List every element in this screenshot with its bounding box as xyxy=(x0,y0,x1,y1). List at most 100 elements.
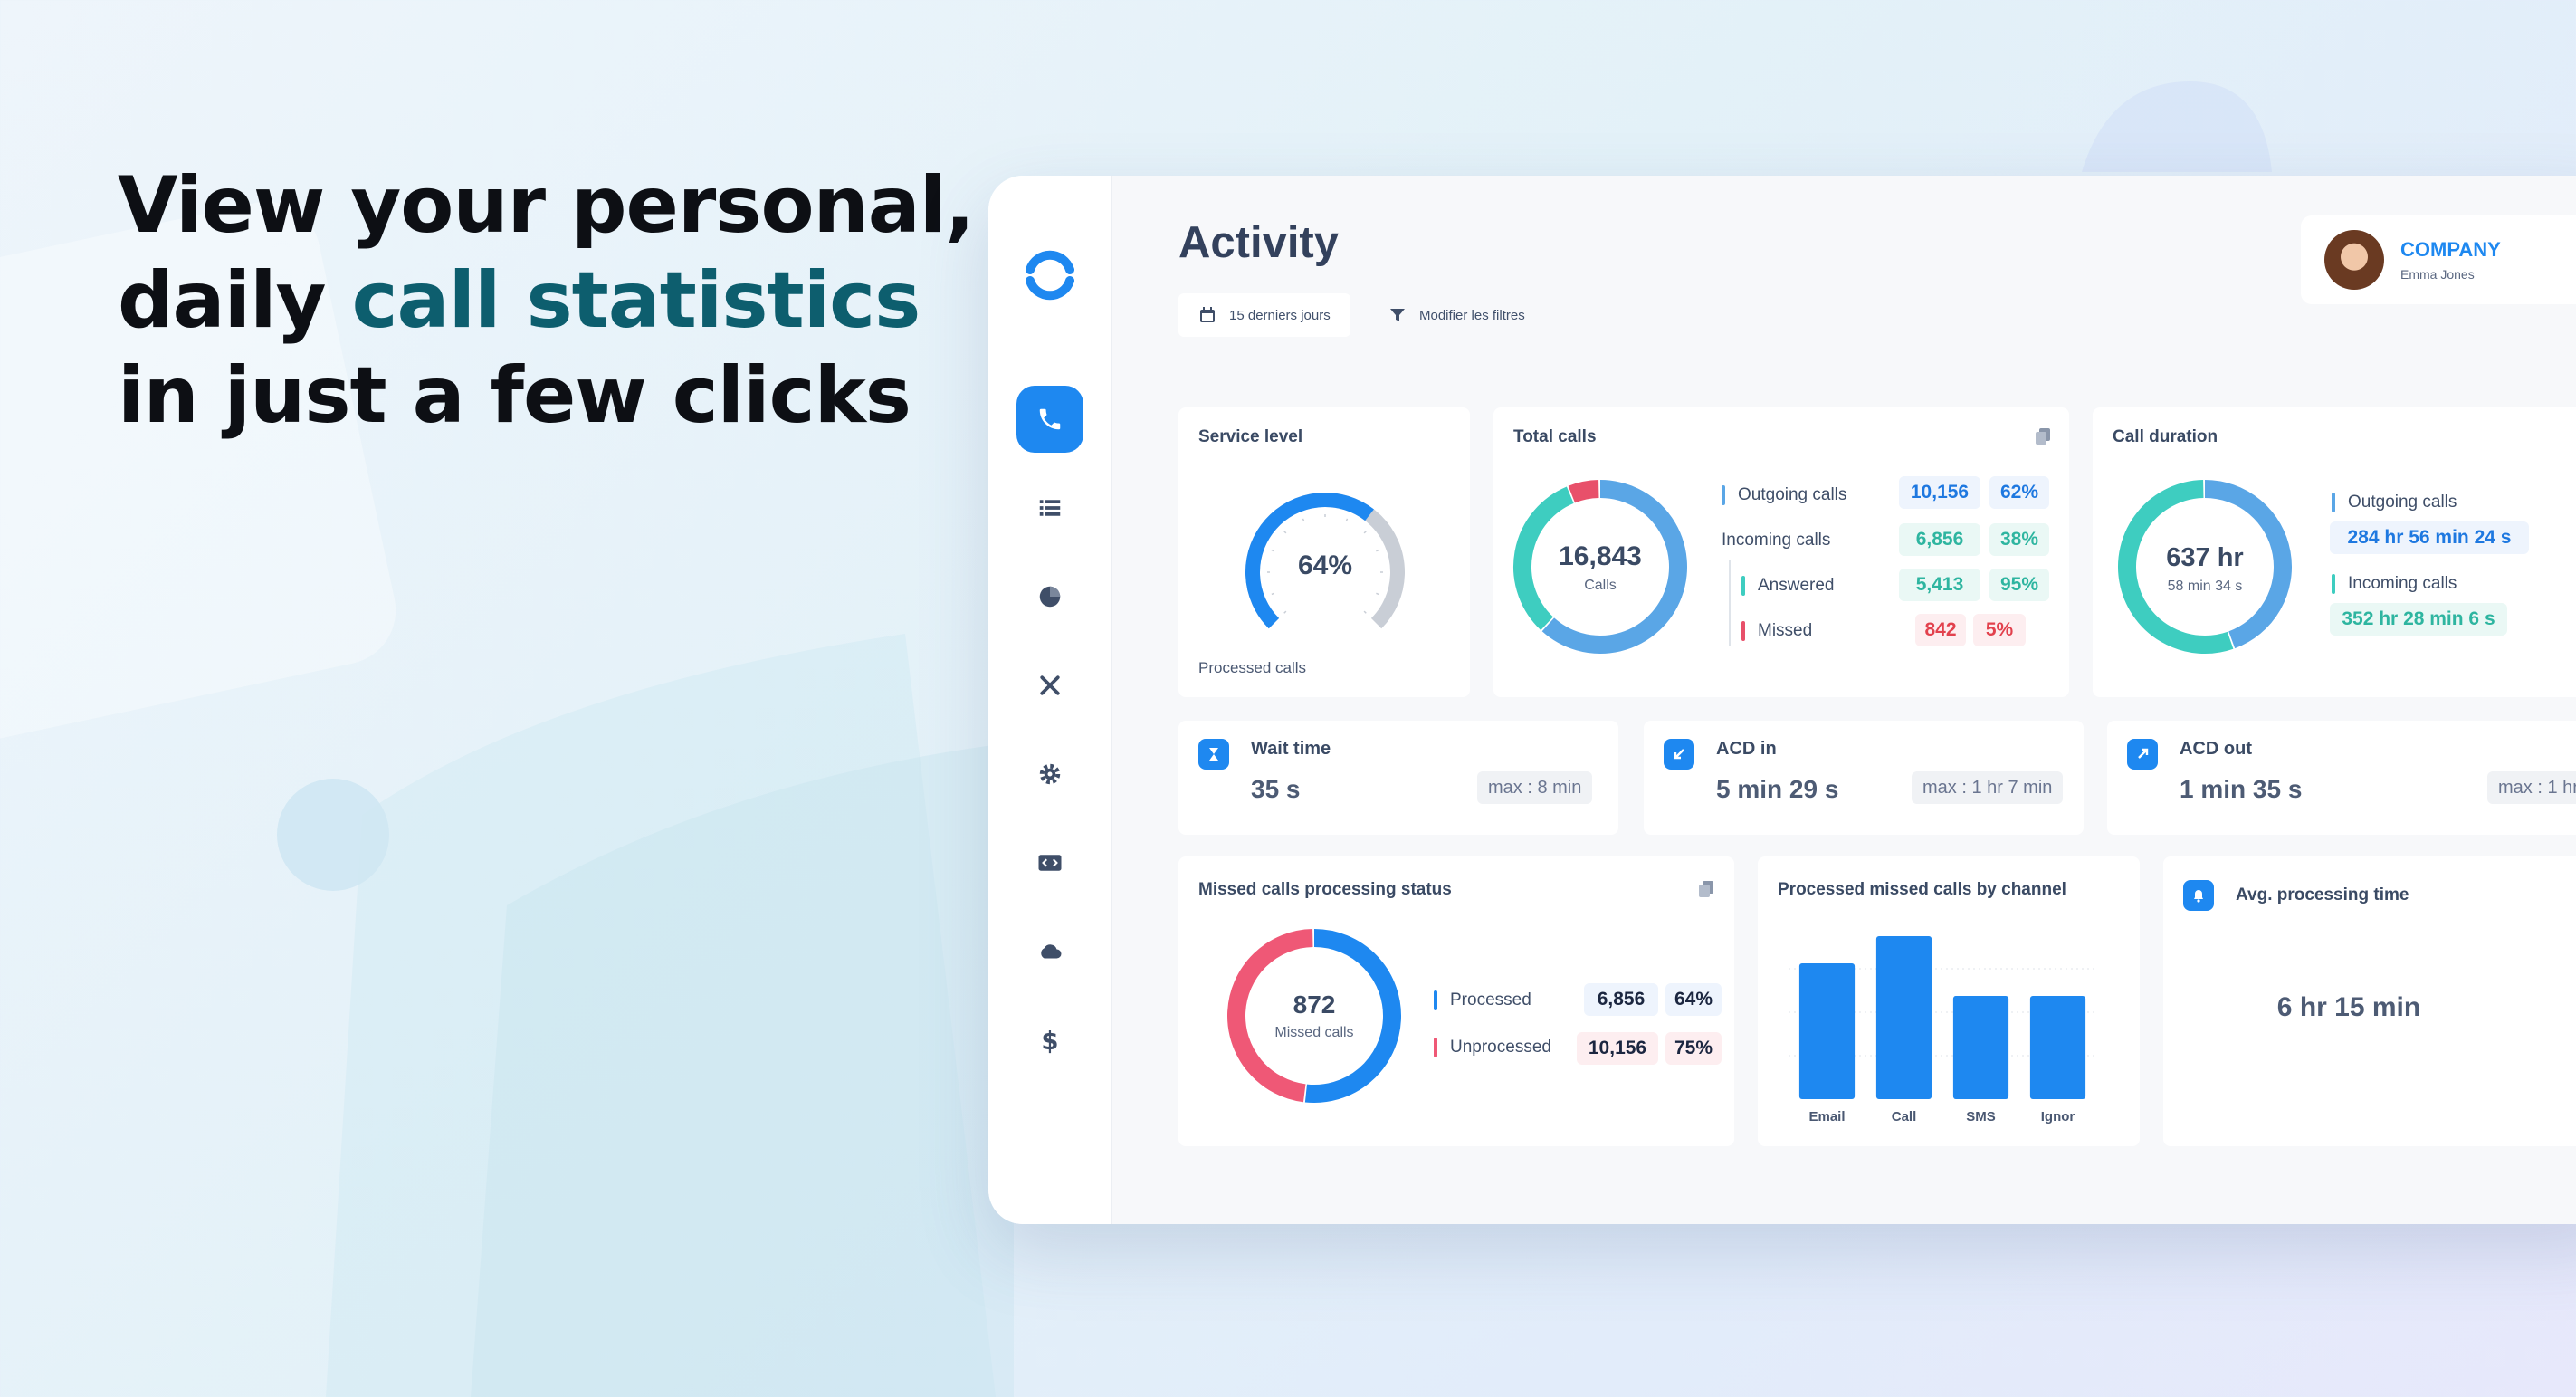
bell-icon xyxy=(2183,880,2214,911)
gauge-tick xyxy=(1271,592,1274,596)
bar-sms xyxy=(1952,996,2009,1099)
processed-label: Processed xyxy=(1434,990,1531,1010)
wait-time-title: Wait time xyxy=(1251,739,1331,759)
hero-line-3: in just a few clicks xyxy=(118,350,911,441)
missed-total-label: Missed calls xyxy=(1274,1025,1354,1040)
duration-outgoing-label: Outgoing calls xyxy=(2332,493,2457,512)
processed-count: 6,856 xyxy=(1584,983,1658,1016)
profile-card[interactable]: COMPANY Emma Jones xyxy=(2301,215,2576,304)
wait-time-max: max : 8 min xyxy=(1477,771,1593,804)
calendar-icon xyxy=(1200,307,1215,322)
missed-total: 872 xyxy=(1293,990,1336,1019)
nav-billing[interactable]: $ xyxy=(1016,1007,1083,1074)
hero-line-1: View your personal, xyxy=(118,160,975,251)
hero-line-2-text: daily xyxy=(118,255,352,346)
sidebar: $ xyxy=(988,176,1112,1224)
total-calls-title: Total calls xyxy=(1513,427,1597,446)
nav-statistics[interactable] xyxy=(1016,563,1083,630)
copy-icon[interactable] xyxy=(2035,427,2051,445)
service-level-title: Service level xyxy=(1198,427,1303,446)
incoming-divider xyxy=(1729,560,1731,646)
incoming-calls-pct: 38% xyxy=(1989,523,2049,556)
outgoing-calls-label: Outgoing calls xyxy=(1722,485,1846,505)
code-icon xyxy=(1038,855,1062,871)
tick-label-email: Email xyxy=(1808,1109,1845,1124)
donut-segment-unprocessed xyxy=(1227,929,1313,1103)
tick-label-sms: SMS xyxy=(1966,1109,1996,1124)
pie-chart-icon xyxy=(1039,586,1061,608)
hero-highlight: call statistics xyxy=(351,255,921,346)
avg-processing-value: 6 hr 15 min xyxy=(2276,992,2421,1022)
missed-status-donut xyxy=(1227,929,1401,1103)
nav-developer[interactable] xyxy=(1016,829,1083,896)
phone-icon xyxy=(1039,408,1061,430)
call-duration-total: 637 hr xyxy=(2166,543,2244,572)
acd-out-max: max : 1 hr 4 xyxy=(2487,771,2576,804)
total-calls-center: 16,843 Calls xyxy=(1512,541,1689,594)
missed-pct: 5% xyxy=(1973,614,2026,646)
channel-bar-chart: Email Call SMS Ignor xyxy=(1789,936,2096,1124)
app-logo-icon xyxy=(1026,250,1074,301)
nav-list[interactable] xyxy=(1016,474,1083,541)
donut-segment-outgoing-calls xyxy=(1541,480,1687,654)
nav-cloud[interactable] xyxy=(1016,918,1083,985)
duration-outgoing-value: 284 hr 56 min 24 s xyxy=(2330,521,2529,554)
donut-segment-outgoing-calls xyxy=(2204,480,2292,649)
gauge-tick xyxy=(1376,592,1379,596)
gauge-tick xyxy=(1363,610,1367,614)
channel-chart-card: Processed missed calls by channel Email C… xyxy=(1758,856,2140,1146)
acd-in-value: 5 min 29 s xyxy=(1716,775,1839,803)
acd-in-card: ACD in 5 min 29 s max : 1 hr 7 min xyxy=(1644,721,2084,835)
missed-count: 842 xyxy=(1915,614,1966,646)
bar-call xyxy=(1875,936,1932,1099)
gear-icon xyxy=(1039,763,1061,785)
call-duration-center: 637 hr 58 min 34 s xyxy=(2116,543,2294,595)
bar-email xyxy=(1798,963,1856,1099)
tick-label-call: Call xyxy=(1892,1109,1917,1124)
gauge-tick xyxy=(1302,518,1305,521)
total-calls-unit: Calls xyxy=(1584,578,1617,593)
donut-segment-incoming-calls xyxy=(2118,480,2234,654)
missed-status-center: 872 Missed calls xyxy=(1226,990,1403,1041)
answered-label: Answered xyxy=(1741,576,1835,596)
unprocessed-label: Unprocessed xyxy=(1434,1038,1551,1057)
acd-in-max: max : 1 hr 7 min xyxy=(1912,771,2064,804)
nav-settings[interactable] xyxy=(1016,741,1083,808)
gauge-tick xyxy=(1283,610,1287,614)
edit-filters-label: Modifier les filtres xyxy=(1419,307,1525,323)
bar-ignor xyxy=(2029,996,2086,1099)
unprocessed-count: 10,156 xyxy=(1577,1032,1658,1065)
list-icon xyxy=(1039,500,1061,516)
app-window: $ Activity 15 derniers jours Modifier le… xyxy=(988,176,2576,1224)
arrow-out-icon xyxy=(2127,739,2158,770)
call-duration-donut xyxy=(2118,480,2292,654)
nav-calls[interactable] xyxy=(1016,386,1083,453)
avg-processing-title: Avg. processing time xyxy=(2236,885,2409,904)
period-filter-label: 15 derniers jours xyxy=(1229,307,1331,323)
hourglass-icon xyxy=(1198,739,1229,770)
duration-incoming-label: Incoming calls xyxy=(2332,574,2457,594)
donut-segment-missed xyxy=(1568,480,1599,503)
wait-time-card: Wait time 35 s max : 8 min xyxy=(1178,721,1618,835)
tick-label-ignor: Ignor xyxy=(2041,1109,2075,1124)
hero-headline: View your personal, daily call statistic… xyxy=(118,158,1023,444)
acd-in-title: ACD in xyxy=(1716,739,1777,759)
nav-tools[interactable] xyxy=(1016,652,1083,719)
acd-out-card: ACD out 1 min 35 s max : 1 hr 4 xyxy=(2107,721,2576,835)
missed-status-card: Missed calls processing status 872 Misse… xyxy=(1178,856,1734,1146)
period-filter[interactable]: 15 derniers jours xyxy=(1178,293,1350,337)
acd-out-value: 1 min 35 s xyxy=(2180,775,2303,803)
call-duration-card: Call duration 637 hr 58 min 34 s Outgoin… xyxy=(2093,407,2576,697)
outgoing-calls-pct: 62% xyxy=(1989,476,2049,509)
copy-icon[interactable] xyxy=(1698,880,1714,898)
gauge-fill xyxy=(1245,493,1374,629)
svg-text:$: $ xyxy=(1041,1027,1058,1054)
edit-filters-button[interactable]: Modifier les filtres xyxy=(1369,293,1545,337)
avg-processing-card: Avg. processing time 6 hr 15 min xyxy=(2163,856,2576,1146)
arrow-in-icon xyxy=(1664,739,1694,770)
incoming-calls-label: Incoming calls xyxy=(1722,531,1831,550)
gauge-tick xyxy=(1363,531,1367,534)
incoming-calls-count: 6,856 xyxy=(1899,523,1980,556)
profile-info: COMPANY Emma Jones xyxy=(2400,238,2501,282)
acd-out-title: ACD out xyxy=(2180,739,2252,759)
